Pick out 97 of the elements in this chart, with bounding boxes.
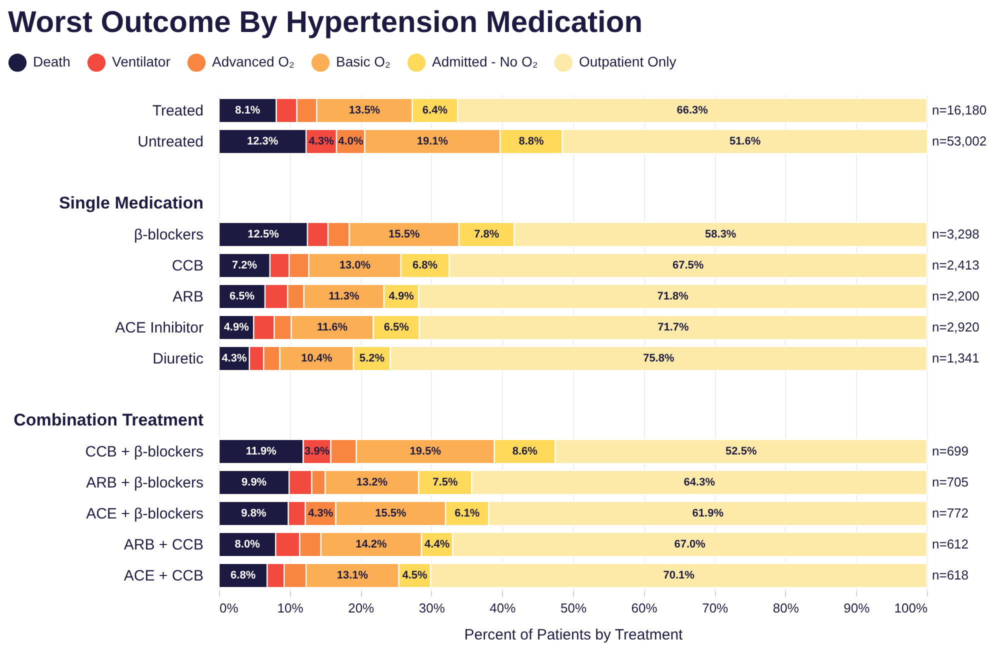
data-label: 67.0% (674, 538, 706, 550)
data-label: 6.5% (384, 322, 410, 334)
y-tick-label: ARB + CCB (124, 536, 204, 554)
data-label: 6.4% (422, 104, 448, 116)
text: n=772 (932, 506, 969, 520)
x-tick-label: 60% (631, 600, 658, 616)
data-label: 71.7% (658, 322, 689, 334)
data-label: 13.5% (348, 104, 380, 116)
y-tick-label: β-blockers (134, 226, 204, 244)
data-label: 4.5% (402, 570, 428, 582)
y-tick-label: CCB (172, 258, 204, 274)
data-label: 4.9% (388, 290, 414, 302)
data-label: 5.2% (359, 352, 385, 364)
data-label: 58.3% (705, 228, 736, 240)
text: n=612 (932, 536, 969, 552)
data-label: 4.4% (424, 538, 450, 550)
y-tick-label: Untreated (138, 134, 204, 150)
data-label: 15.5% (375, 508, 406, 520)
x-tick-label: 0% (220, 600, 239, 616)
x-tick-label: 80% (772, 600, 800, 616)
data-label: 67.5% (672, 260, 704, 272)
chart-title: Worst Outcome By Hypertension Medication (8, 6, 643, 39)
x-tick-label: 40% (490, 600, 516, 616)
data-label: 52.5% (726, 446, 757, 458)
legend-label: Admitted - No O₂ (432, 54, 538, 70)
data-label: 64.3% (684, 476, 716, 488)
data-label: 71.8% (657, 290, 689, 302)
text: n=53,002 (932, 134, 987, 148)
data-label: 70.1% (663, 570, 695, 582)
text: n=1,341 (932, 350, 980, 366)
y-tick-label: Treated (152, 102, 204, 120)
data-label: 19.1% (416, 136, 448, 148)
text: n=3,298 (932, 226, 980, 242)
legend-label: Death (33, 54, 70, 70)
data-label: 6.1% (454, 508, 480, 520)
text: n=699 (932, 444, 969, 458)
data-label: 75.8% (643, 352, 674, 364)
y-tick-label: ARB (172, 288, 204, 306)
data-label: 10.4% (301, 352, 333, 364)
x-tick-label: 100% (894, 600, 928, 616)
data-label: 61.9% (692, 508, 724, 520)
data-label: 4.9% (224, 322, 250, 334)
data-label: 7.5% (432, 476, 458, 488)
data-label: 15.5% (388, 228, 420, 240)
x-tick-label: 90% (844, 600, 870, 616)
x-tick-label: 50% (560, 600, 587, 616)
data-label: 51.6% (729, 136, 761, 148)
data-label: 13.0% (339, 260, 371, 272)
data-label: 11.3% (328, 290, 360, 302)
x-axis-title: Percent of Patients by Treatment (464, 626, 684, 644)
data-label: 13.1% (336, 570, 368, 582)
text: n=705 (932, 474, 969, 490)
y-tick-label: Combination Treatment (14, 410, 204, 430)
data-label: 8.6% (512, 446, 538, 458)
y-tick-label: Diuretic (152, 350, 204, 368)
data-label: 9.8% (241, 508, 266, 520)
data-label: 13.2% (356, 476, 388, 488)
y-tick-label: Single Medication (58, 194, 204, 212)
y-tick-label: ARB + β-blockers (86, 474, 204, 492)
data-label: 19.5% (410, 446, 442, 458)
data-label: 12.5% (248, 228, 280, 240)
data-label: 8.1% (235, 104, 260, 116)
data-label: 7.8% (474, 228, 500, 240)
data-label: 3.9% (304, 446, 330, 458)
text: n=16,180 (932, 102, 987, 118)
legend-label: Outpatient Only (579, 54, 676, 70)
data-label: 6.8% (230, 570, 256, 582)
data-label: 7.2% (232, 260, 258, 272)
data-label: 4.3% (222, 352, 247, 364)
text: n=2,413 (932, 258, 980, 272)
data-label: 14.2% (356, 538, 388, 550)
text: n=618 (932, 568, 969, 582)
legend-label: Basic O₂ (336, 54, 390, 70)
x-tick-label: 10% (277, 600, 304, 616)
data-label: 11.6% (316, 322, 348, 334)
data-label: 8.8% (518, 136, 544, 148)
data-label: 11.9% (246, 446, 277, 458)
data-label: 66.3% (676, 104, 708, 116)
data-label: 9.9% (242, 476, 267, 488)
y-tick-label: ACE + CCB (124, 568, 204, 584)
y-tick-label: CCB + β-blockers (85, 444, 204, 460)
y-tick-label: ACE + β-blockers (86, 506, 204, 522)
data-label: 12.3% (246, 136, 278, 148)
legend-label: Advanced O₂ (212, 54, 294, 70)
text: n=2,920 (932, 320, 980, 334)
y-tick-label: ACE Inhibitor (115, 320, 204, 336)
x-tick-label: 70% (702, 600, 729, 616)
text: n=2,200 (932, 288, 980, 304)
data-label: 4.3% (308, 136, 334, 148)
data-label: 8.0% (234, 538, 260, 550)
data-label: 4.3% (308, 508, 334, 520)
data-label: 6.8% (412, 260, 438, 272)
data-label: 6.5% (229, 290, 255, 302)
x-tick-label: 30% (418, 600, 446, 616)
data-label: 4.0% (338, 136, 364, 148)
legend-label: Ventilator (112, 54, 171, 70)
x-tick-label: 20% (348, 600, 375, 616)
